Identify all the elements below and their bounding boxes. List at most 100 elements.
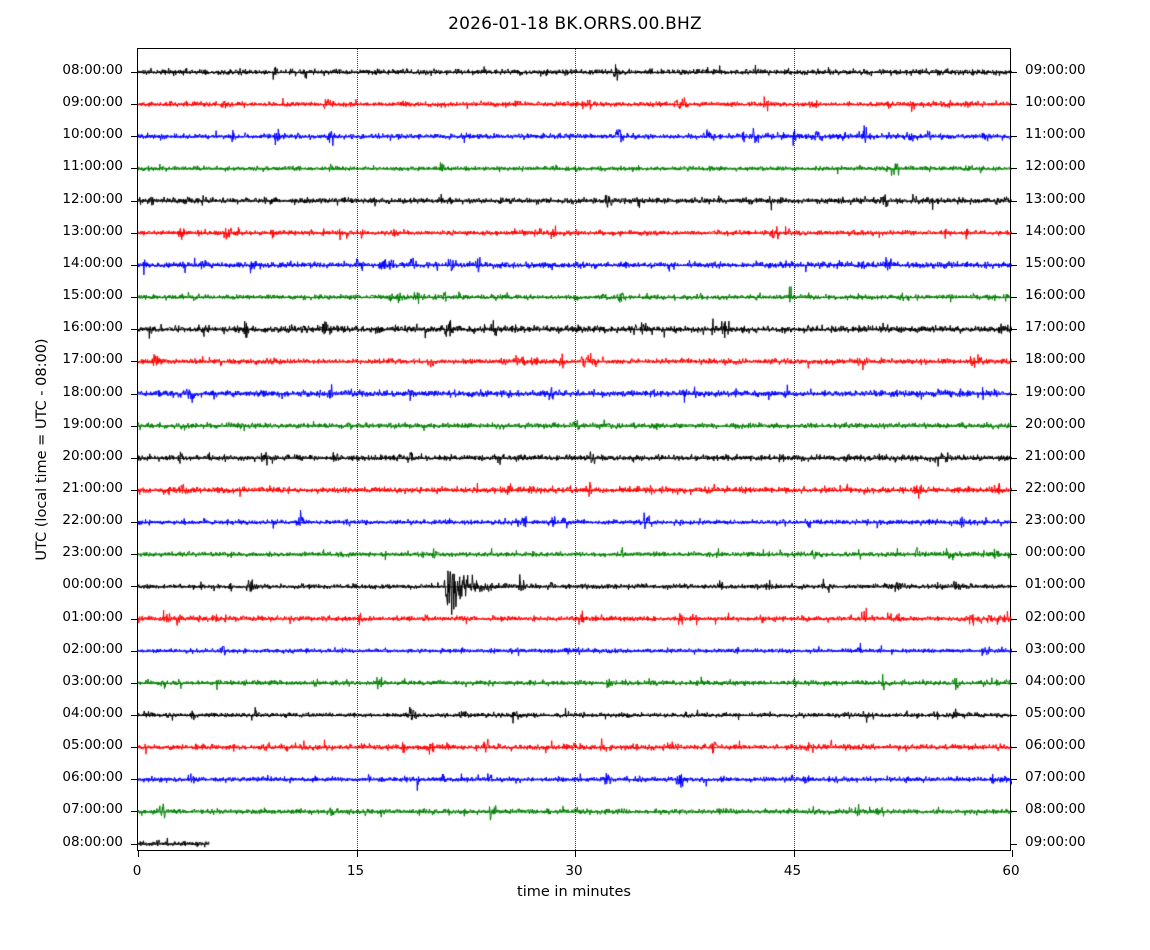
y-axis-right-label-7: 16:00:00 <box>1025 287 1086 304</box>
y-axis-left-label-4: 12:00:00 <box>62 190 123 207</box>
y-tick-right-1 <box>1010 104 1017 106</box>
y-axis-right-label-3: 12:00:00 <box>1025 158 1086 175</box>
x-tick-60 <box>1012 850 1013 857</box>
x-axis-label-45: 45 <box>783 863 802 879</box>
y-axis-right-label-13: 22:00:00 <box>1025 479 1086 496</box>
y-tick-right-3 <box>1010 168 1017 170</box>
y-tick-right-9 <box>1010 361 1017 363</box>
y-axis-left-label-22: 06:00:00 <box>62 769 123 786</box>
y-axis-right-label-9: 18:00:00 <box>1025 351 1086 368</box>
y-axis-left-label-19: 03:00:00 <box>62 672 123 689</box>
y-tick-left-6 <box>131 264 138 266</box>
y-axis-right-label-6: 15:00:00 <box>1025 254 1086 271</box>
y-tick-left-15 <box>131 554 138 556</box>
y-axis-left-label-23: 07:00:00 <box>62 801 123 818</box>
y-axis-right-label-23: 08:00:00 <box>1025 801 1086 818</box>
y-axis-right-label-19: 04:00:00 <box>1025 672 1086 689</box>
y-tick-left-9 <box>131 361 138 363</box>
y-axis-left-label-14: 22:00:00 <box>62 512 123 529</box>
plot-axes <box>131 48 1017 857</box>
y-tick-right-21 <box>1010 747 1017 749</box>
y-axis-right-label-2: 11:00:00 <box>1025 126 1086 143</box>
y-axis-left-label-18: 02:00:00 <box>62 640 123 657</box>
y-tick-left-20 <box>131 715 138 716</box>
y-tick-left-4 <box>131 200 138 202</box>
gridline-30 <box>575 49 576 852</box>
y-tick-right-7 <box>1010 297 1017 299</box>
y-tick-right-22 <box>1010 779 1017 781</box>
y-tick-left-24 <box>131 843 138 845</box>
y-axis-right-label-20: 05:00:00 <box>1025 705 1086 721</box>
y-tick-right-5 <box>1010 232 1017 234</box>
y-axis-right-label-21: 06:00:00 <box>1025 737 1086 754</box>
y-tick-right-20 <box>1010 715 1017 716</box>
y-axis-right-label-11: 20:00:00 <box>1025 415 1086 432</box>
y-axis-left-label-13: 21:00:00 <box>62 479 123 496</box>
x-tick-45 <box>793 850 795 857</box>
x-axis-title: time in minutes <box>517 884 631 900</box>
y-axis-right-label-24: 09:00:00 <box>1025 833 1086 850</box>
y-tick-right-8 <box>1010 329 1017 331</box>
x-axis-label-0: 0 <box>132 863 142 879</box>
y-axis-left-label-1: 09:00:00 <box>62 94 123 111</box>
y-axis-left-label-8: 16:00:00 <box>62 319 123 336</box>
y-axis-left-label-11: 19:00:00 <box>62 415 123 432</box>
y-tick-left-14 <box>131 522 138 524</box>
y-tick-right-12 <box>1010 457 1017 459</box>
y-axis-left-label-17: 01:00:00 <box>62 608 123 625</box>
y-axis-right-label-15: 00:00:00 <box>1025 544 1086 561</box>
y-tick-right-16 <box>1010 586 1017 588</box>
y-axis-right-label-0: 09:00:00 <box>1025 62 1086 78</box>
x-axis-label-30: 30 <box>565 863 583 879</box>
y-tick-left-0 <box>131 72 138 73</box>
gridline-45 <box>793 49 795 852</box>
y-tick-right-13 <box>1010 489 1017 491</box>
y-tick-left-22 <box>131 779 138 781</box>
y-tick-left-2 <box>131 136 138 138</box>
y-tick-left-13 <box>131 489 138 491</box>
y-tick-left-23 <box>131 811 138 813</box>
y-axis-title: UTC (local time = UTC - 08:00) <box>34 338 50 561</box>
y-tick-right-11 <box>1010 425 1017 427</box>
y-axis-right-label-14: 23:00:00 <box>1025 512 1086 529</box>
y-tick-left-11 <box>131 425 138 427</box>
y-axis-right-label-5: 14:00:00 <box>1025 222 1086 239</box>
y-tick-left-19 <box>131 682 138 684</box>
y-axis-right-label-4: 13:00:00 <box>1025 190 1086 207</box>
y-axis-right-label-12: 21:00:00 <box>1025 447 1086 464</box>
y-axis-right-label-17: 02:00:00 <box>1025 608 1086 625</box>
y-axis-right-label-10: 19:00:00 <box>1025 383 1086 400</box>
y-tick-left-17 <box>131 618 138 620</box>
gridline-15 <box>356 49 358 852</box>
y-axis-left-label-21: 05:00:00 <box>62 737 123 754</box>
y-axis-left-label-20: 04:00:00 <box>62 705 123 721</box>
y-tick-left-10 <box>131 393 138 395</box>
y-tick-left-1 <box>131 104 138 106</box>
page-title: 2026-01-18 BK.ORRS.00.BHZ <box>448 14 702 34</box>
y-tick-right-2 <box>1010 136 1017 138</box>
y-tick-left-7 <box>131 297 138 299</box>
y-axis-right-label-1: 10:00:00 <box>1025 94 1086 111</box>
x-axis-label-60: 60 <box>1002 863 1020 879</box>
y-tick-left-16 <box>131 586 138 588</box>
y-axis-left-label-6: 14:00:00 <box>62 254 123 271</box>
y-axis-left-label-15: 23:00:00 <box>62 544 123 561</box>
y-tick-right-0 <box>1010 72 1017 73</box>
y-tick-right-18 <box>1010 650 1017 652</box>
y-axis-left-label-7: 15:00:00 <box>62 287 123 304</box>
x-axis-label-15: 15 <box>346 863 365 879</box>
y-tick-left-12 <box>131 457 138 459</box>
y-tick-right-24 <box>1010 843 1017 845</box>
y-axis-right-label-16: 01:00:00 <box>1025 576 1086 593</box>
y-tick-right-14 <box>1010 522 1017 524</box>
y-axis-right-label-18: 03:00:00 <box>1025 640 1086 657</box>
y-tick-right-23 <box>1010 811 1017 813</box>
y-axis-left-label-2: 10:00:00 <box>62 126 123 143</box>
y-axis-left-label-12: 20:00:00 <box>62 447 123 464</box>
y-axis-left-label-0: 08:00:00 <box>62 62 123 78</box>
y-axis-right-label-22: 07:00:00 <box>1025 769 1086 786</box>
y-axis-left-label-10: 18:00:00 <box>62 383 123 400</box>
y-tick-right-15 <box>1010 554 1017 556</box>
y-tick-left-3 <box>131 168 138 170</box>
